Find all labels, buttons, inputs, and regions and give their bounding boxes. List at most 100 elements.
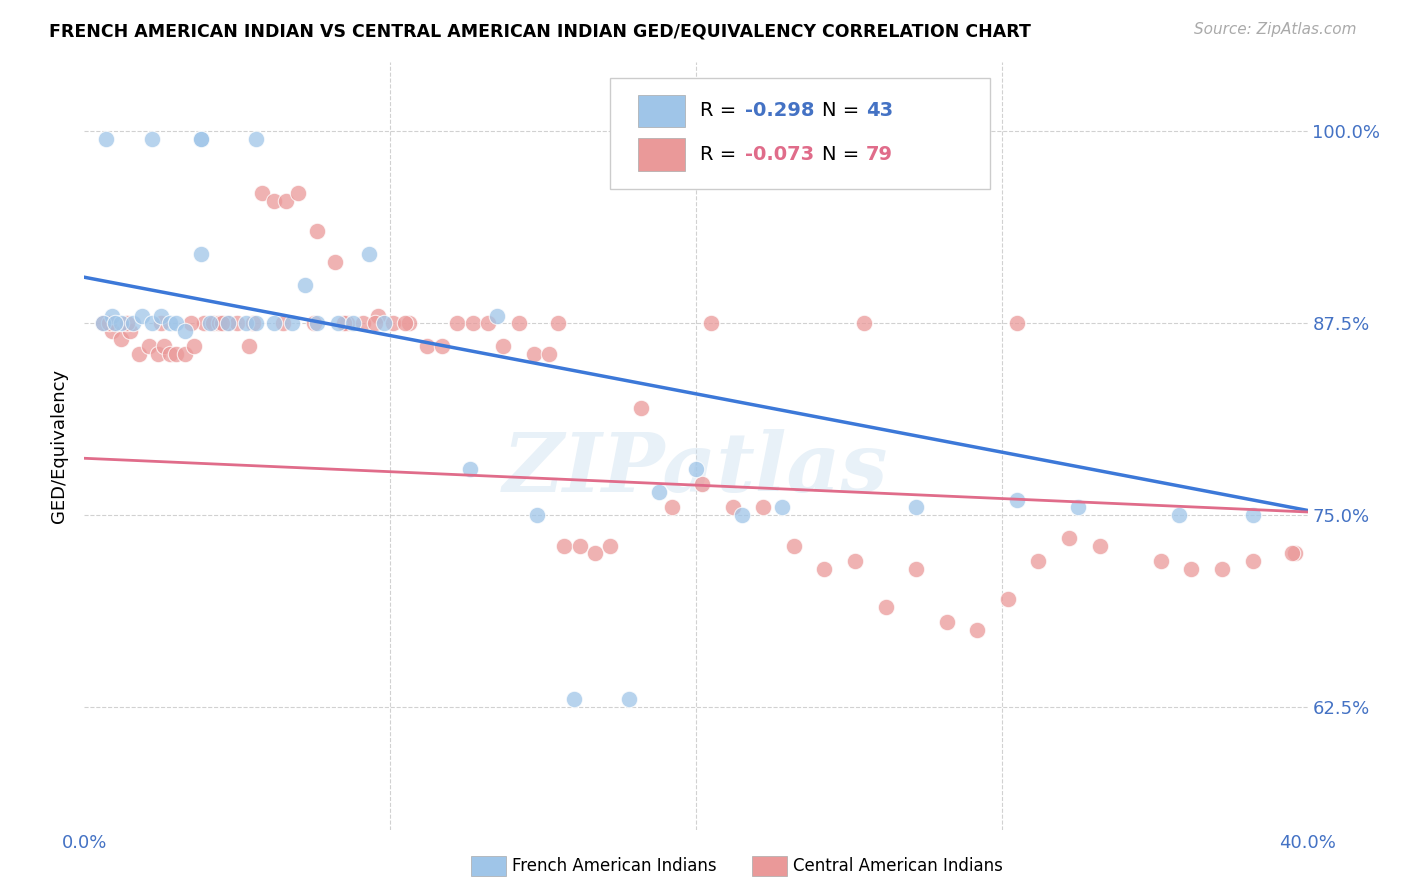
Point — [1088, 539, 1111, 553]
Point — [1180, 562, 1202, 576]
Point — [1028, 554, 1050, 568]
Point — [305, 224, 328, 238]
Point — [352, 316, 374, 330]
Point — [1211, 562, 1233, 576]
Point — [373, 316, 395, 330]
Point — [553, 539, 575, 553]
Y-axis label: GED/Equivalency: GED/Equivalency — [51, 369, 69, 523]
Point — [165, 347, 187, 361]
Point — [783, 539, 806, 553]
Point — [721, 500, 744, 515]
Point — [198, 316, 221, 330]
Point — [905, 500, 928, 515]
Point — [238, 339, 260, 353]
Point — [190, 247, 212, 261]
Point — [752, 500, 775, 515]
Text: -0.073: -0.073 — [745, 145, 814, 164]
Point — [149, 309, 172, 323]
Point — [146, 347, 169, 361]
Point — [120, 324, 142, 338]
Point — [263, 194, 285, 208]
Point — [153, 339, 176, 353]
Point — [446, 316, 468, 330]
Point — [1150, 554, 1173, 568]
Point — [217, 316, 239, 330]
Text: N =: N = — [823, 102, 866, 120]
Point — [302, 316, 325, 330]
Point — [538, 347, 561, 361]
Text: FRENCH AMERICAN INDIAN VS CENTRAL AMERICAN INDIAN GED/EQUIVALENCY CORRELATION CH: FRENCH AMERICAN INDIAN VS CENTRAL AMERIC… — [49, 22, 1031, 40]
Point — [357, 247, 380, 261]
Point — [201, 316, 224, 330]
Point — [844, 554, 866, 568]
Point — [180, 316, 202, 330]
Point — [526, 508, 548, 522]
Point — [287, 186, 309, 200]
Text: -0.298: -0.298 — [745, 102, 814, 120]
Point — [617, 692, 640, 706]
Point — [174, 324, 197, 338]
Point — [461, 316, 484, 330]
Point — [905, 562, 928, 576]
Point — [250, 186, 273, 200]
Point — [508, 316, 530, 330]
Text: Source: ZipAtlas.com: Source: ZipAtlas.com — [1194, 22, 1357, 37]
Point — [661, 500, 683, 515]
Point — [568, 539, 591, 553]
Point — [1168, 508, 1191, 522]
Point — [1057, 531, 1080, 545]
Point — [104, 316, 127, 330]
Point — [770, 500, 793, 515]
Point — [174, 347, 197, 361]
Point — [276, 194, 298, 208]
Point — [492, 339, 515, 353]
Point — [101, 309, 124, 323]
Text: French American Indians: French American Indians — [512, 857, 717, 875]
Point — [235, 316, 257, 330]
Text: Central American Indians: Central American Indians — [793, 857, 1002, 875]
Point — [122, 316, 145, 330]
Point — [547, 316, 569, 330]
Point — [305, 316, 328, 330]
Point — [242, 316, 264, 330]
Point — [562, 692, 585, 706]
Point — [336, 316, 359, 330]
Point — [700, 316, 723, 330]
Point — [935, 615, 957, 630]
Point — [159, 347, 181, 361]
Point — [398, 316, 420, 330]
FancyBboxPatch shape — [610, 78, 990, 189]
Point — [208, 316, 231, 330]
Text: R =: R = — [700, 102, 742, 120]
Point — [1284, 546, 1306, 560]
Point — [141, 316, 163, 330]
Point — [1241, 554, 1264, 568]
Point — [1067, 500, 1090, 515]
Point — [382, 316, 405, 330]
Point — [1005, 316, 1028, 330]
Text: R =: R = — [700, 145, 742, 164]
Point — [91, 316, 114, 330]
FancyBboxPatch shape — [638, 95, 685, 127]
Point — [690, 477, 713, 491]
Point — [333, 316, 356, 330]
Point — [599, 539, 621, 553]
Point — [94, 132, 117, 146]
Point — [1005, 492, 1028, 507]
FancyBboxPatch shape — [638, 138, 685, 170]
Point — [190, 132, 212, 146]
Point — [875, 600, 897, 615]
Point — [323, 255, 346, 269]
Point — [141, 132, 163, 146]
Point — [110, 316, 132, 330]
Point — [115, 316, 138, 330]
Point — [1281, 546, 1303, 560]
Point — [294, 277, 316, 292]
Point — [138, 339, 160, 353]
Point — [813, 562, 835, 576]
Point — [394, 316, 416, 330]
Point — [91, 316, 114, 330]
Point — [630, 401, 652, 415]
Point — [731, 508, 754, 522]
Point — [477, 316, 499, 330]
